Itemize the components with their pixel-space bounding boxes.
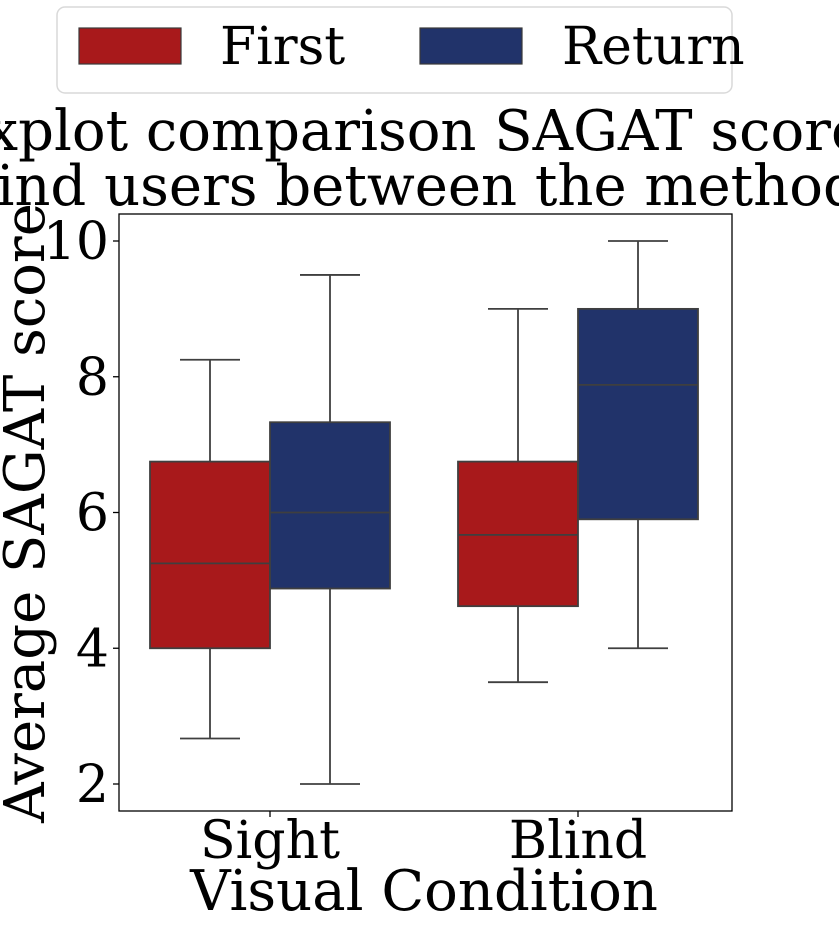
box-body — [457, 460, 579, 608]
y-tick-label: 8 — [76, 348, 109, 408]
chart-title-line-1: Boxplot comparison SAGAT score of — [0, 99, 839, 164]
legend-frame — [56, 6, 733, 94]
y-tick-label: 2 — [76, 755, 109, 815]
box-blind-return — [577, 240, 699, 650]
box-body — [577, 307, 699, 521]
legend-swatch-return — [419, 27, 523, 65]
legend-label-return: Return — [562, 17, 745, 77]
legend-swatch-first — [78, 27, 182, 65]
x-tick-label: Sight — [200, 811, 340, 871]
box-body — [269, 421, 391, 590]
boxes-layer — [149, 240, 699, 785]
y-axis-label: Average SAGAT score — [0, 203, 58, 824]
legend: First Return — [56, 6, 745, 94]
y-tick-label: 10 — [43, 212, 109, 272]
x-axis-ticks: Sight Blind — [200, 811, 647, 871]
y-tick-label: 6 — [76, 484, 109, 544]
box-body — [149, 460, 271, 650]
x-tick-label: Blind — [509, 811, 647, 871]
y-axis-ticks: 2 4 6 8 10 — [43, 212, 119, 815]
chart-title-line-2: blind users between the methods. — [0, 154, 839, 219]
legend-label-first: First — [220, 17, 345, 77]
y-tick-label: 4 — [76, 619, 109, 679]
box-sight-first — [149, 358, 271, 740]
box-blind-first — [457, 307, 579, 684]
box-sight-return — [269, 274, 391, 785]
x-axis-label: Visual Condition — [189, 859, 658, 924]
